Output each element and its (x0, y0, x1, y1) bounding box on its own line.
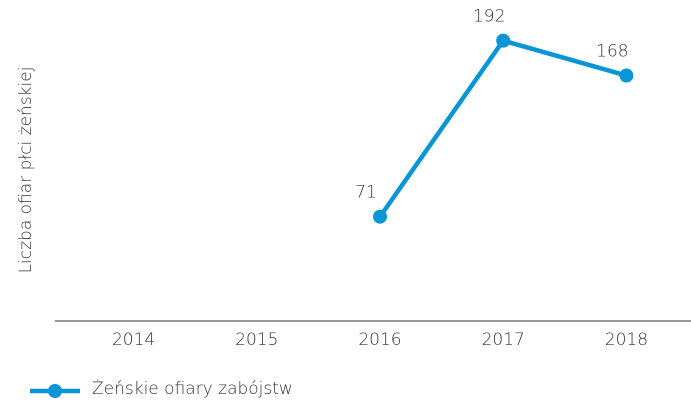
legend-marker (48, 384, 62, 398)
x-tick-label: 2015 (235, 330, 278, 350)
data-label: 168 (596, 42, 628, 62)
x-tick-label: 2017 (482, 330, 525, 350)
x-tick-label: 2016 (358, 330, 401, 350)
data-label: 192 (473, 7, 505, 27)
marker (619, 68, 634, 83)
x-tick-label: 2014 (112, 330, 155, 350)
x-tick-label: 2018 (605, 330, 648, 350)
data-label: 71 (355, 183, 377, 203)
line (378, 38, 628, 218)
y-axis-label: Liczba ofiar płci żeńskiej (16, 67, 36, 274)
legend-label: Żeńskie ofiary zabójstw (92, 378, 293, 399)
marker (373, 209, 387, 224)
marker (496, 33, 511, 48)
